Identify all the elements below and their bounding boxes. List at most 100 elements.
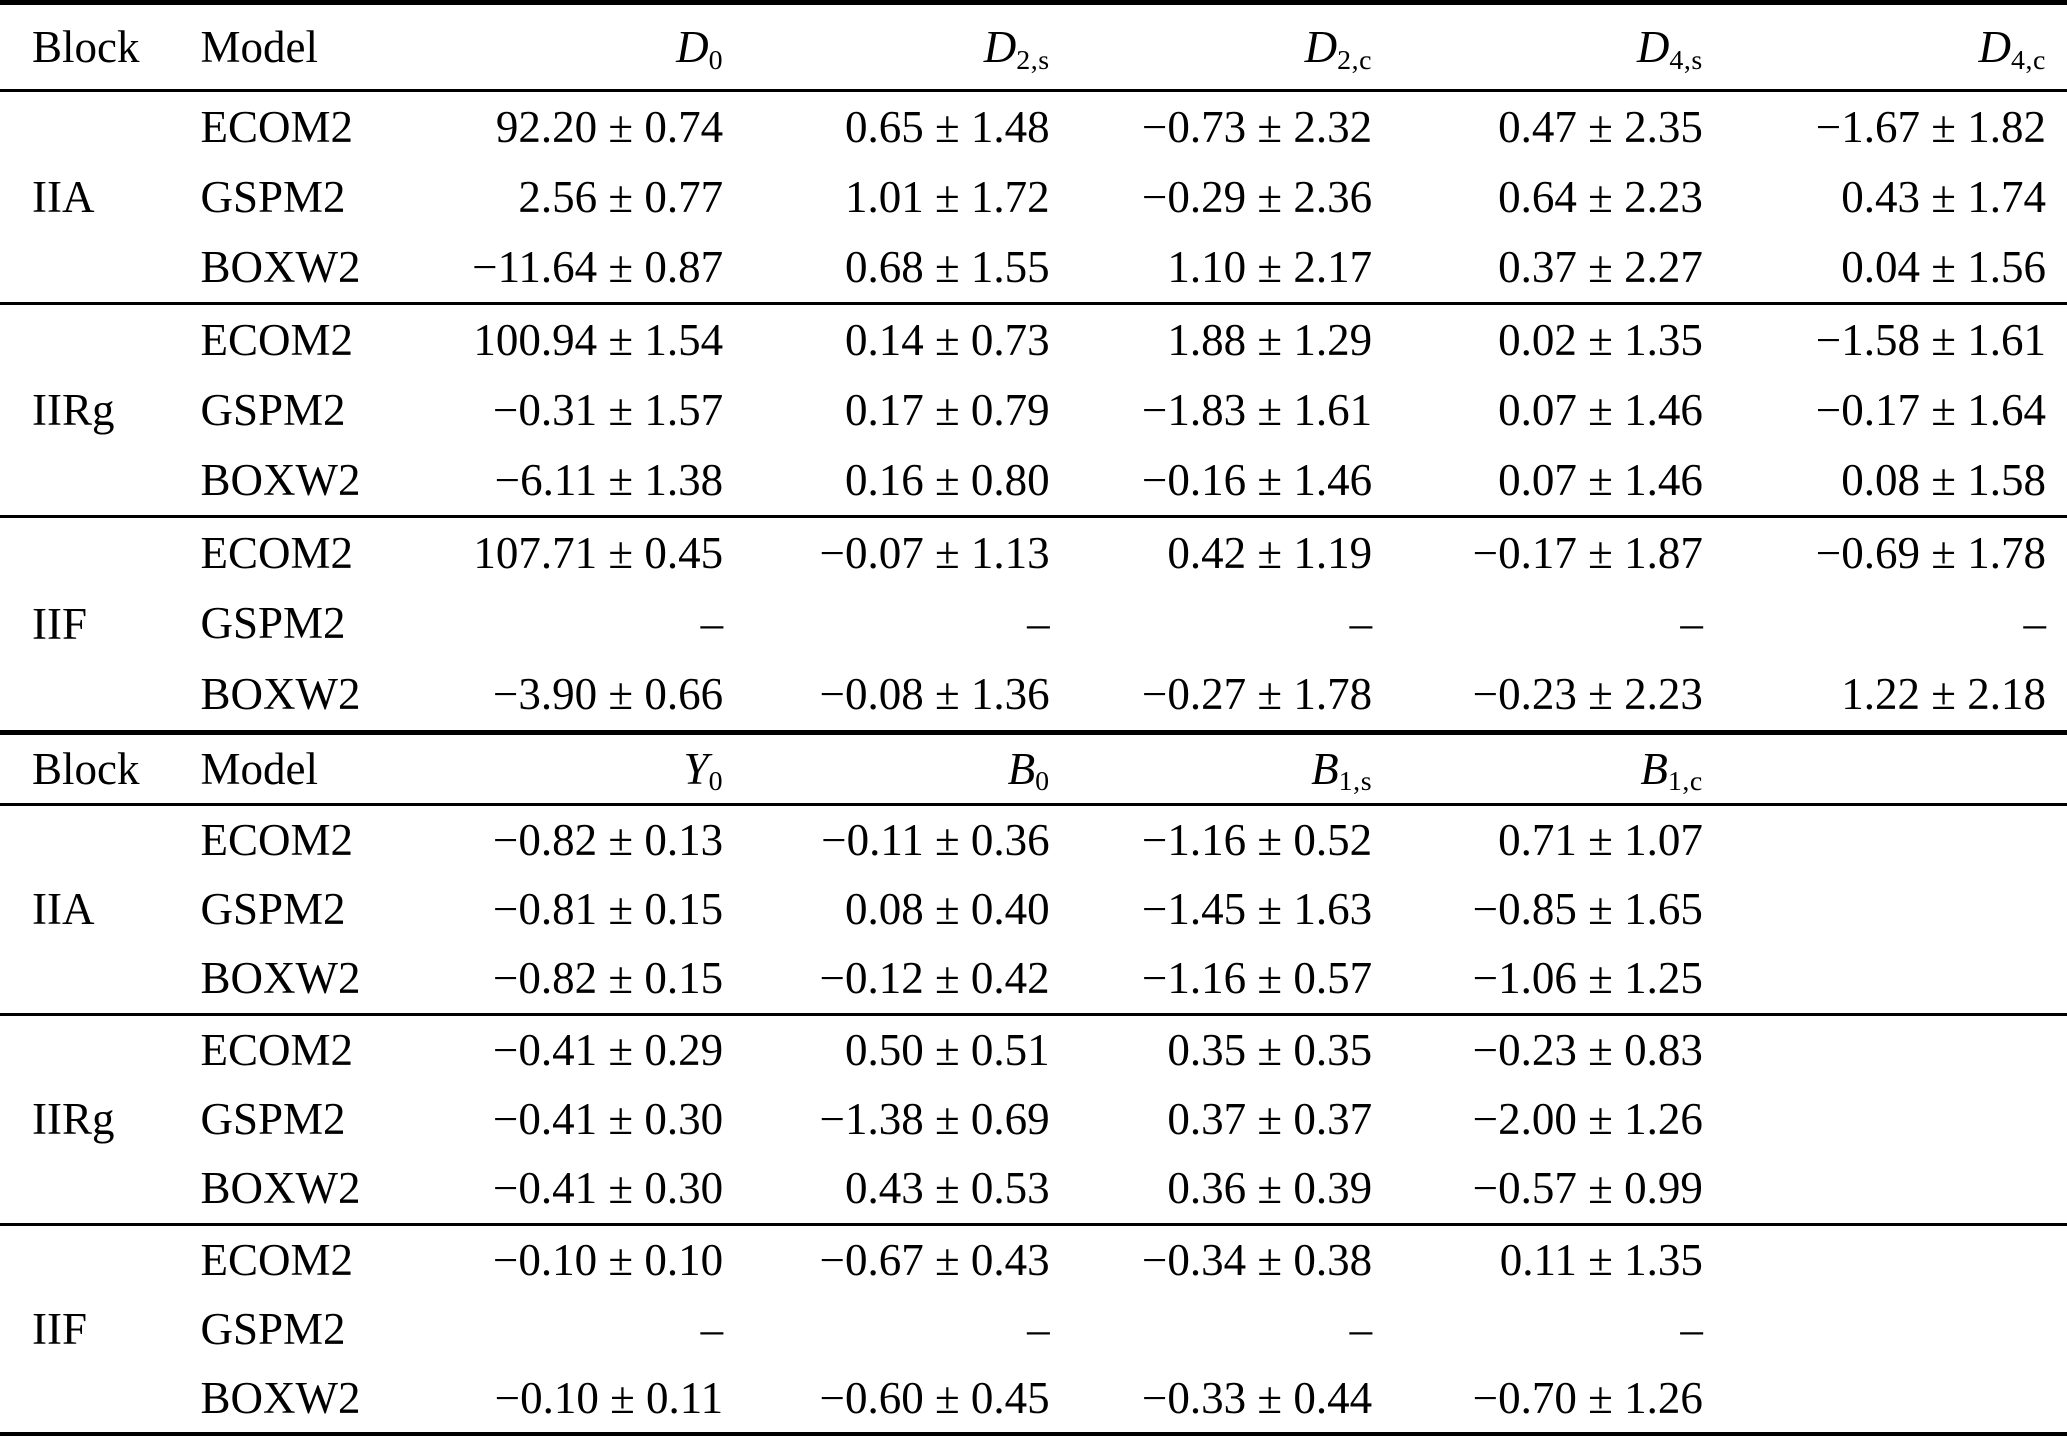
value-cell: 0.64 ± 2.23 xyxy=(1498,172,1703,222)
math-subscript: 0 xyxy=(708,44,724,76)
upper-results-table: Block Model D0 D2,s D2,c D4,s D4,c IIA E… xyxy=(0,0,2067,730)
value-cell: −1.38 ± 0.69 xyxy=(819,1094,1050,1144)
value-cell: – xyxy=(700,1304,724,1354)
value-cell: 92.20 ± 0.74 xyxy=(495,101,724,152)
header-d2c: D2,c xyxy=(1071,3,1393,91)
value-cell: 0.50 ± 0.51 xyxy=(844,1024,1050,1075)
empty-cell xyxy=(1724,944,2067,1014)
value-cell: 0.02 ± 1.35 xyxy=(1498,314,1703,365)
value-cell: 0.07 ± 1.46 xyxy=(1498,385,1703,435)
model-cell: ECOM2 xyxy=(200,101,353,152)
block-label: IIF xyxy=(32,1303,87,1354)
value-cell: −1.16 ± 0.57 xyxy=(1142,953,1373,1004)
value-cell: −0.73 ± 2.32 xyxy=(1142,101,1373,152)
model-cell: BOXW2 xyxy=(200,1163,361,1214)
value-cell: 0.47 ± 2.35 xyxy=(1498,101,1703,152)
table-row: IIF ECOM2 107.71 ± 0.45 −0.07 ± 1.13 0.4… xyxy=(0,517,2067,649)
table-row: GSPM2 −0.41 ± 0.30 −1.38 ± 0.69 0.37 ± 0… xyxy=(0,1084,2067,1154)
value-cell: 0.08 ± 1.58 xyxy=(1841,455,2046,506)
header-model: Model xyxy=(200,743,318,794)
block-label: IIF xyxy=(32,598,87,649)
value-cell: 0.42 ± 1.19 xyxy=(1167,527,1373,578)
block-IIF-lower: IIF ECOM2 −0.10 ± 0.10 −0.67 ± 0.43 −0.3… xyxy=(0,1224,2067,1434)
math-subscript: 2,s xyxy=(1016,44,1050,76)
value-cell: 0.17 ± 0.79 xyxy=(844,385,1050,435)
value-cell: −0.10 ± 0.10 xyxy=(493,1234,724,1285)
value-cell: −1.16 ± 0.52 xyxy=(1142,814,1373,865)
empty-cell xyxy=(1724,1084,2067,1154)
value-cell: −0.16 ± 1.46 xyxy=(1142,455,1373,506)
header-d2s: D2,s xyxy=(744,3,1071,91)
value-cell: −0.34 ± 0.38 xyxy=(1142,1234,1373,1285)
header-block: Block xyxy=(32,743,140,794)
header-block: Block xyxy=(32,22,140,72)
math-subscript: 0 xyxy=(1035,766,1050,798)
math-symbol: D xyxy=(983,22,1017,72)
table-row: GSPM2 −0.81 ± 0.15 0.08 ± 0.40 −1.45 ± 1… xyxy=(0,874,2067,944)
table-row: IIA ECOM2 −0.82 ± 0.13 −0.11 ± 0.36 −1.1… xyxy=(0,804,2067,934)
value-cell: −0.10 ± 0.11 xyxy=(494,1373,724,1423)
math-subscript: 1,s xyxy=(1338,766,1373,798)
math-symbol: B xyxy=(1640,743,1668,794)
table-row: GSPM2 −0.31 ± 1.57 0.17 ± 0.79 −1.83 ± 1… xyxy=(0,375,2067,446)
value-cell: 0.35 ± 0.35 xyxy=(1167,1024,1373,1075)
lower-header: Block Model Y0 B0 B1,s B1,c xyxy=(0,732,2067,804)
math-symbol: D xyxy=(1636,22,1670,72)
block-IIF-upper: IIF ECOM2 107.71 ± 0.45 −0.07 ± 1.13 0.4… xyxy=(0,517,2067,730)
value-cell: – xyxy=(1027,1304,1050,1354)
upper-header: Block Model D0 D2,s D2,c D4,s D4,c xyxy=(0,3,2067,91)
model-cell: ECOM2 xyxy=(200,527,353,578)
math-symbol: Y xyxy=(683,743,709,794)
value-cell: −0.85 ± 1.65 xyxy=(1472,884,1703,934)
value-cell: 1.10 ± 2.17 xyxy=(1167,242,1373,293)
value-cell: −0.41 ± 0.30 xyxy=(493,1163,724,1214)
header-d4s: D4,s xyxy=(1393,3,1724,91)
value-cell: −0.08 ± 1.36 xyxy=(819,669,1050,719)
value-cell: 0.71 ± 1.07 xyxy=(1498,814,1703,865)
empty-cell xyxy=(1724,1014,2067,1084)
value-cell: −0.82 ± 0.15 xyxy=(493,953,724,1004)
model-cell: GSPM2 xyxy=(200,598,346,648)
empty-cell xyxy=(1724,874,2067,944)
value-cell: −0.17 ± 1.87 xyxy=(1472,527,1703,578)
value-cell: 0.14 ± 0.73 xyxy=(844,314,1050,365)
table-row: BOXW2 −0.10 ± 0.11 −0.60 ± 0.45 −0.33 ± … xyxy=(0,1364,2067,1434)
value-cell: −0.07 ± 1.13 xyxy=(819,527,1050,578)
model-cell: GSPM2 xyxy=(200,172,346,222)
table-row: IIRg ECOM2 −0.41 ± 0.29 0.50 ± 0.51 0.35… xyxy=(0,1014,2067,1144)
value-cell: 100.94 ± 1.54 xyxy=(473,314,724,365)
math-symbol: B xyxy=(1311,743,1339,794)
table-row: GSPM2 – – – – xyxy=(0,1294,2067,1364)
empty-cell xyxy=(1724,1364,2067,1434)
math-subscript: 2,c xyxy=(1337,44,1373,76)
value-cell: −1.06 ± 1.25 xyxy=(1472,953,1703,1004)
value-cell: – xyxy=(1027,598,1050,648)
value-cell: −0.41 ± 0.29 xyxy=(493,1024,724,1075)
header-d0: D0 xyxy=(440,3,744,91)
value-cell: −0.27 ± 1.78 xyxy=(1142,669,1373,719)
value-cell: −11.64 ± 0.87 xyxy=(472,242,724,293)
lower-header-row: Block Model Y0 B0 B1,s B1,c xyxy=(0,732,2067,804)
table-row: GSPM2 2.56 ± 0.77 1.01 ± 1.72 −0.29 ± 2.… xyxy=(0,162,2067,233)
block-label: IIA xyxy=(32,884,95,934)
table-row: BOXW2 −0.82 ± 0.15 −0.12 ± 0.42 −1.16 ± … xyxy=(0,944,2067,1014)
empty-cell xyxy=(1724,804,2067,874)
value-cell: −1.83 ± 1.61 xyxy=(1142,385,1373,435)
header-empty xyxy=(1724,732,2067,804)
value-cell: 2.56 ± 0.77 xyxy=(518,172,724,222)
value-cell: −0.31 ± 1.57 xyxy=(493,385,724,435)
math-symbol: D xyxy=(1304,22,1338,72)
value-cell: −0.57 ± 0.99 xyxy=(1472,1163,1703,1214)
value-cell: −0.70 ± 1.26 xyxy=(1472,1373,1703,1423)
header-y0: Y0 xyxy=(440,732,744,804)
model-cell: GSPM2 xyxy=(200,1094,346,1144)
table-row: IIA ECOM2 92.20 ± 0.74 0.65 ± 1.48 −0.73… xyxy=(0,91,2067,222)
block-IIA-lower: IIA ECOM2 −0.82 ± 0.13 −0.11 ± 0.36 −1.1… xyxy=(0,804,2067,1014)
value-cell: 0.07 ± 1.46 xyxy=(1498,455,1703,506)
block-label: IIA xyxy=(32,172,95,222)
value-cell: −1.45 ± 1.63 xyxy=(1142,884,1373,934)
empty-cell xyxy=(1724,1224,2067,1294)
empty-cell xyxy=(1724,1154,2067,1224)
value-cell: −0.11 ± 0.36 xyxy=(821,814,1050,865)
lower-results-table: Block Model Y0 B0 B1,s B1,c IIA ECOM2 −0… xyxy=(0,729,2067,1436)
